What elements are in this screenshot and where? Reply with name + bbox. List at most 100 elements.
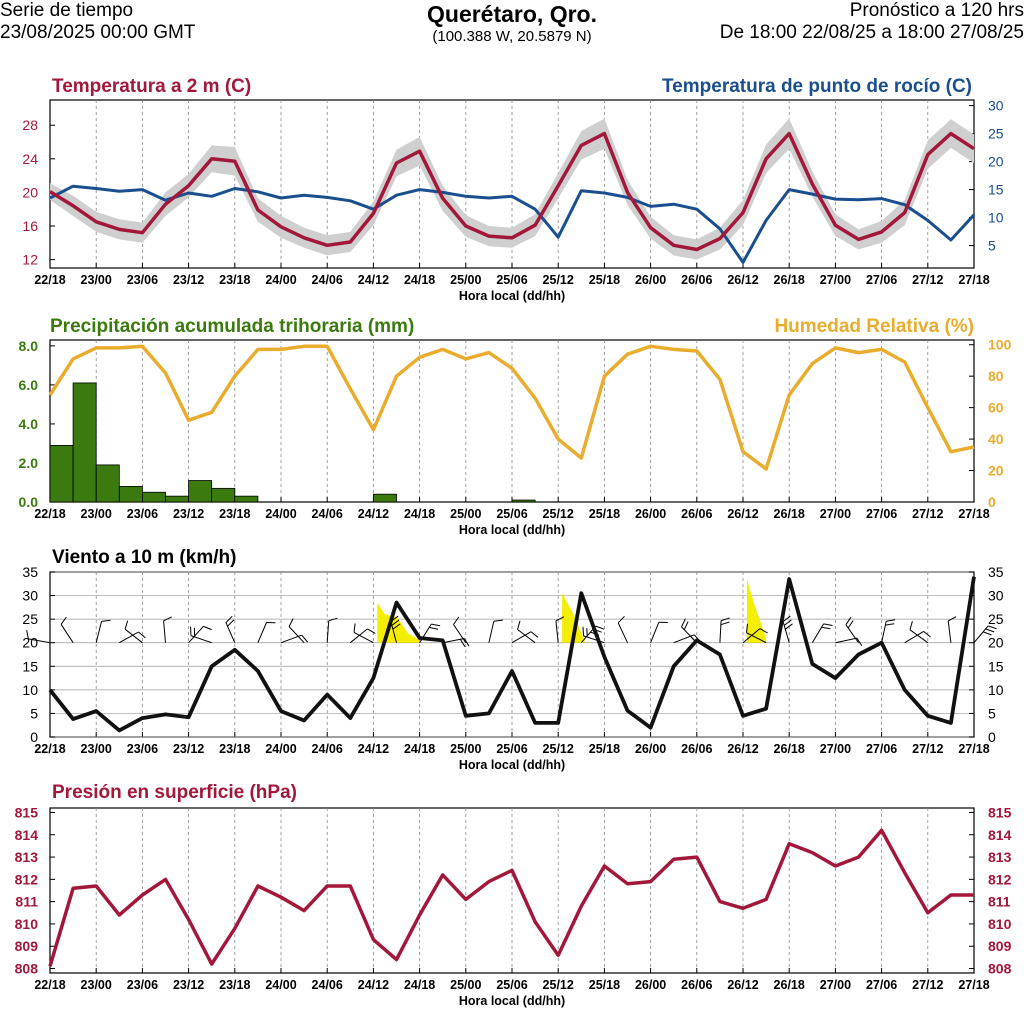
temp-panel-ytick-right-label-5: 5 (988, 238, 996, 254)
precip-panel-xtick-label-26-00: 26/00 (635, 507, 666, 521)
wind-barb (119, 631, 139, 644)
wind-barb-feather (845, 617, 852, 625)
wind-barb-feather (26, 630, 29, 639)
temp-panel-xtick-label-27-18: 27/18 (958, 273, 989, 287)
wind-barb-feather (885, 623, 895, 626)
wind-barb-feather (392, 623, 401, 630)
precip-panel-ytick-label-8-0: 8.0 (19, 338, 39, 354)
precip-panel-ytick-label-4-0: 4.0 (19, 416, 39, 432)
wind-barb (511, 631, 532, 644)
pressure-panel-ytick-label-809: 809 (15, 938, 39, 954)
precip-panel-xlabel: Hora local (dd/hh) (459, 523, 565, 537)
wind-barb (583, 635, 605, 644)
temp-panel-xtick-label-24-00: 24/00 (265, 273, 296, 287)
precip-panel-xtick-label-24-12: 24/12 (358, 507, 389, 521)
temp-panel-xtick-label-27-12: 27/12 (912, 273, 943, 287)
wind-panel-xtick-label-27-06: 27/06 (866, 742, 897, 756)
header-right: Pronóstico a 120 hrs De 18:00 22/08/25 a… (720, 0, 1024, 44)
wind-panel-xtick-label-26-12: 26/12 (727, 742, 758, 756)
pressure-panel-xtick-label-22-18: 22/18 (34, 978, 65, 992)
init-time-label: 23/08/2025 00:00 GMT (0, 22, 196, 43)
wind-panel-xtick-label-25-00: 25/00 (450, 742, 481, 756)
wind-barb (163, 620, 166, 643)
wind-barb-feather (720, 621, 730, 626)
wind-barb (353, 631, 374, 644)
series-type-label: Serie de tiempo (0, 0, 134, 21)
pressure-panel-ytick-label-811: 811 (15, 894, 38, 910)
precip-bar-9 (118, 485, 143, 503)
pressure-panel-ytick-right-label-814: 814 (988, 827, 1012, 843)
wind-barb-feather (847, 620, 854, 629)
wind-panel-xtick-label-26-00: 26/00 (635, 742, 666, 756)
wind-barb-feather (138, 631, 146, 639)
precip-panel-xtick-label-27-00: 27/00 (820, 507, 851, 521)
wind-barb (190, 635, 212, 644)
wind-barb (904, 630, 924, 644)
precip-bar-21 (211, 487, 236, 503)
wind-panel-ytick-label-30: 30 (22, 588, 38, 604)
temp-panel-xtick-label-24-12: 24/12 (358, 273, 389, 287)
wind-barb (555, 620, 559, 643)
precip-title: Precipitación acumulada trihoraria (mm) (50, 316, 414, 337)
precip-panel-ytick-right-label-0: 0 (988, 494, 996, 510)
pressure-panel-ytick-right-label-813: 813 (988, 849, 1012, 865)
wind-barb-feather (909, 620, 913, 630)
dewpoint-title: Temperatura de punto de rocío (C) (662, 76, 972, 97)
wind-barb-feather (225, 615, 233, 623)
wind-barb-feather (784, 623, 793, 630)
wind-panel-ytick-right-label-30: 30 (988, 588, 1004, 604)
precip-panel-xtick-label-23-12: 23/12 (173, 507, 204, 521)
precip-panel-ytick-right-label-60: 60 (988, 400, 1004, 416)
pressure-panel-xtick-label-23-12: 23/12 (173, 978, 204, 992)
pressure-panel-ytick-right-label-811: 811 (988, 894, 1011, 910)
wind-barb-feather (288, 618, 294, 627)
precip-panel-xtick-label-24-06: 24/06 (312, 507, 343, 521)
pressure-panel-ytick-label-814: 814 (15, 827, 39, 843)
precip-panel-xtick-label-22-18: 22/18 (34, 507, 65, 521)
wind-barb (453, 624, 467, 643)
wind-panel-ytick-right-label-0: 0 (988, 729, 996, 745)
wind-panel-ytick-right-label-10: 10 (988, 682, 1004, 698)
wind-panel-ytick-label-25: 25 (22, 611, 38, 627)
precip-panel-xtick-label-27-12: 27/12 (912, 507, 943, 521)
precip-panel-xtick-label-26-06: 26/06 (681, 507, 712, 521)
wind-barb (811, 623, 825, 643)
location-coords: (100.388 W, 20.5879 N) (432, 28, 592, 45)
wind-barb (719, 620, 722, 643)
pressure-panel-ytick-right-label-812: 812 (988, 871, 1012, 887)
wind-panel-xtick-label-25-06: 25/06 (496, 742, 527, 756)
wind-barb-feather (459, 639, 466, 648)
wind-barb-feather (886, 619, 896, 622)
wind-panel-xtick-label-24-00: 24/00 (265, 742, 296, 756)
temp-panel-ytick-label-24: 24 (22, 151, 38, 167)
wind-panel-xtick-label-24-06: 24/06 (312, 742, 343, 756)
wind-barb-feather (947, 616, 957, 622)
wind-barb-feather (124, 620, 129, 630)
wind-barb (326, 620, 330, 643)
humidity-line (48, 344, 975, 471)
wind-panel-xtick-label-23-06: 23/06 (127, 742, 158, 756)
pressure-panel-xtick-label-25-18: 25/18 (589, 978, 620, 992)
temp-panel-xtick-label-27-00: 27/00 (820, 273, 851, 287)
pressure-panel-xtick-label-24-18: 24/18 (404, 978, 435, 992)
wind-gust-area-1 (562, 593, 586, 643)
temp-panel-xtick-label-26-18: 26/18 (774, 273, 805, 287)
wind-barb-feather (823, 623, 833, 626)
wind-barb-feather (463, 638, 470, 647)
wind-barb-feather (163, 616, 172, 622)
temp-panel-xtick-label-26-12: 26/12 (727, 273, 758, 287)
humidity-title: Humedad Relativa (%) (774, 316, 974, 337)
temp-panel-xtick-label-25-00: 25/00 (450, 273, 481, 287)
wind-panel-xlabel: Hora local (dd/hh) (459, 758, 565, 772)
pressure-panel-ytick-label-813: 813 (15, 849, 39, 865)
temp-title: Temperatura a 2 m (C) (52, 76, 251, 97)
wind-barb (60, 624, 74, 643)
pressure-panel-xtick-label-27-12: 27/12 (912, 978, 943, 992)
wind-barb-feather (923, 631, 931, 638)
wind-panel-ytick-right-label-15: 15 (988, 658, 1004, 674)
wind-panel-ytick-label-15: 15 (22, 658, 38, 674)
precip-panel-xtick-label-24-00: 24/00 (265, 507, 296, 521)
wind-barb (881, 621, 887, 643)
wind-barb (673, 634, 695, 644)
pressure-panel-ytick-label-812: 812 (15, 871, 39, 887)
